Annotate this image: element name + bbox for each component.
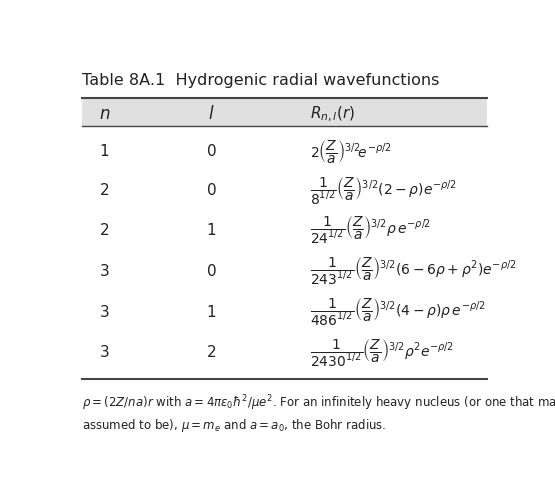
Text: 3: 3 (99, 345, 109, 360)
Text: Table 8A.1  Hydrogenic radial wavefunctions: Table 8A.1 Hydrogenic radial wavefunctio… (82, 73, 440, 88)
Text: $\dfrac{1}{243^{1/2}}\left(\dfrac{Z}{a}\right)^{3/2}(6-6\rho+\rho^2)e^{-\rho/2}$: $\dfrac{1}{243^{1/2}}\left(\dfrac{Z}{a}\… (310, 255, 517, 287)
Text: 0: 0 (206, 183, 216, 198)
Text: 2: 2 (99, 183, 109, 198)
Text: 3: 3 (99, 264, 109, 279)
Text: 3: 3 (99, 305, 109, 320)
Text: 2: 2 (206, 345, 216, 360)
Bar (82, 98, 487, 125)
Text: $R_{n,l}(r)$: $R_{n,l}(r)$ (310, 105, 355, 124)
Text: 1: 1 (99, 144, 109, 159)
Text: $\dfrac{1}{24^{1/2}}\left(\dfrac{Z}{a}\right)^{3/2}\rho\, e^{-\rho/2}$: $\dfrac{1}{24^{1/2}}\left(\dfrac{Z}{a}\r… (310, 214, 431, 246)
Text: $2\left(\dfrac{Z}{a}\right)^{3/2}\!e^{-\rho/2}$: $2\left(\dfrac{Z}{a}\right)^{3/2}\!e^{-\… (310, 138, 392, 165)
Text: $\rho = (2Z/na)r$ with $a = 4\pi\varepsilon_0\hbar^2/\mu e^2$. For an infinitely: $\rho = (2Z/na)r$ with $a = 4\pi\varepsi… (82, 393, 555, 413)
Text: $\dfrac{1}{2430^{1/2}}\left(\dfrac{Z}{a}\right)^{3/2}\rho^2 e^{-\rho/2}$: $\dfrac{1}{2430^{1/2}}\left(\dfrac{Z}{a}… (310, 337, 454, 369)
Text: 1: 1 (206, 223, 216, 238)
Text: 2: 2 (99, 223, 109, 238)
Text: 0: 0 (206, 264, 216, 279)
Text: $l$: $l$ (208, 105, 215, 123)
Text: 1: 1 (206, 305, 216, 320)
Text: $n$: $n$ (99, 105, 111, 123)
Text: 0: 0 (206, 144, 216, 159)
Text: $\dfrac{1}{8^{1/2}}\left(\dfrac{Z}{a}\right)^{3/2}(2-\rho)e^{-\rho/2}$: $\dfrac{1}{8^{1/2}}\left(\dfrac{Z}{a}\ri… (310, 175, 457, 207)
Text: $\dfrac{1}{486^{1/2}}\left(\dfrac{Z}{a}\right)^{3/2}(4-\rho)\rho\, e^{-\rho/2}$: $\dfrac{1}{486^{1/2}}\left(\dfrac{Z}{a}\… (310, 296, 486, 328)
Text: assumed to be), $\mu = m_e$ and $a = a_0$, the Bohr radius.: assumed to be), $\mu = m_e$ and $a = a_0… (82, 417, 387, 434)
